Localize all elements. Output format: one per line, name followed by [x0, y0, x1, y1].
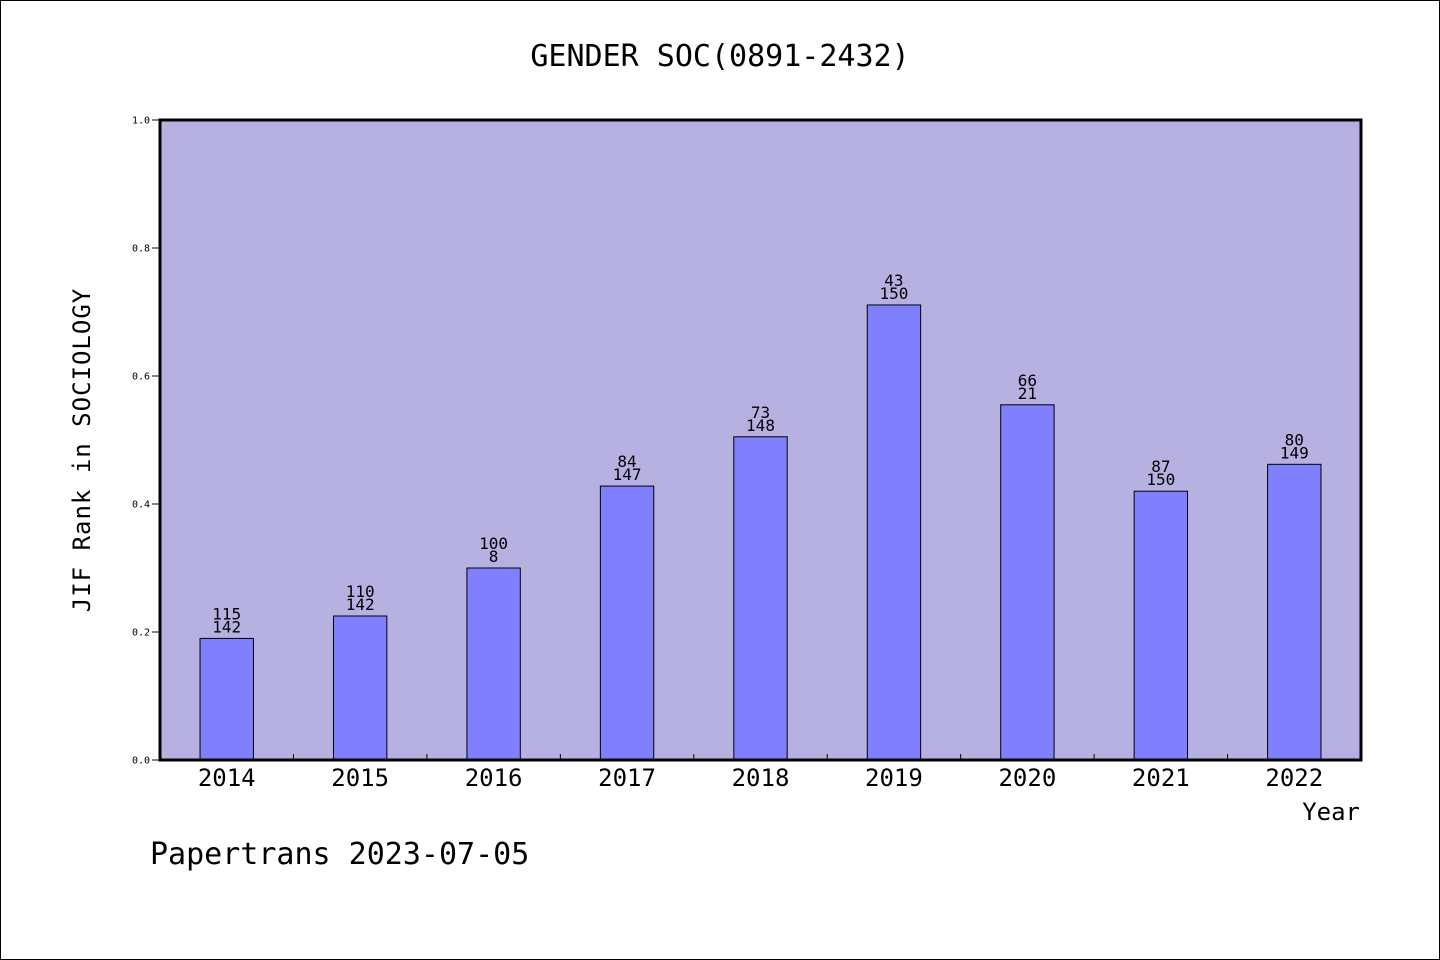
footer-watermark: Papertrans 2023-07-05 — [150, 837, 529, 872]
y-tick-label: 0.8 — [132, 244, 150, 255]
bar-2022 — [1267, 463, 1322, 761]
x-tick-label-2017: 2017 — [598, 764, 656, 792]
chart-title: GENDER SOC(0891-2432) — [530, 39, 909, 74]
x-tick-label-2018: 2018 — [732, 764, 790, 792]
x-tick-label-2019: 2019 — [865, 764, 923, 792]
rank-label-2017: 84 — [617, 452, 636, 471]
bar-2020 — [1000, 404, 1055, 761]
rank-label-2020: 66 — [1018, 371, 1037, 390]
plot-border — [158, 118, 1363, 762]
rank-label-2018: 73 — [751, 403, 770, 422]
y-tick-label: 0.4 — [132, 500, 150, 511]
total-label-2015: 142 — [346, 595, 375, 614]
x-tick-label-2014: 2014 — [198, 764, 256, 792]
x-axis-label: Year — [1302, 798, 1360, 826]
y-tick-label: 1.0 — [132, 116, 150, 127]
total-label-2021: 150 — [1146, 470, 1175, 489]
total-label-2020: 21 — [1018, 384, 1037, 403]
y-axis-ticks: 0.0 0.2 0.4 0.6 0.8 1.0 — [132, 116, 160, 767]
rank-label-2019: 43 — [884, 271, 903, 290]
y-axis-label: JIF Rank in SOCIOLOGY — [68, 288, 96, 612]
rank-label-2022: 80 — [1285, 430, 1304, 449]
y-tick-label: 0.0 — [132, 756, 150, 767]
bar-2021 — [1133, 490, 1189, 761]
bar-2017 — [599, 485, 655, 761]
y-tick-label: 0.6 — [132, 372, 150, 383]
bar-2016 — [466, 567, 521, 761]
total-label-2017: 147 — [613, 465, 642, 484]
total-label-2022: 149 — [1280, 443, 1309, 462]
x-tick-label-2022: 2022 — [1265, 764, 1323, 792]
bar-2014 — [199, 637, 254, 761]
x-axis-ticks: 2014 2015 2016 2017 2018 2019 2020 2021 2022 — [198, 754, 1323, 792]
total-label-2014: 142 — [212, 617, 241, 636]
total-label-2016: 8 — [489, 547, 499, 566]
bar-2019 — [866, 304, 922, 761]
y-tick-label: 0.2 — [132, 628, 150, 639]
x-tick-label-2021: 2021 — [1132, 764, 1190, 792]
x-tick-label-2015: 2015 — [331, 764, 389, 792]
bars-group — [199, 304, 1322, 761]
rank-label-2021: 87 — [1151, 457, 1170, 476]
rank-label-2014: 115 — [212, 604, 241, 623]
bar-2018 — [733, 436, 788, 761]
total-label-2018: 148 — [746, 416, 775, 435]
x-tick-label-2020: 2020 — [998, 764, 1056, 792]
data-labels-group: 1151421101421008841477314843150662187150… — [212, 271, 1308, 636]
rank-label-2016: 100 — [479, 534, 508, 553]
total-label-2019: 150 — [879, 284, 908, 303]
bar-2015 — [332, 615, 388, 761]
x-tick-label-2016: 2016 — [465, 764, 523, 792]
rank-label-2015: 110 — [346, 582, 375, 601]
